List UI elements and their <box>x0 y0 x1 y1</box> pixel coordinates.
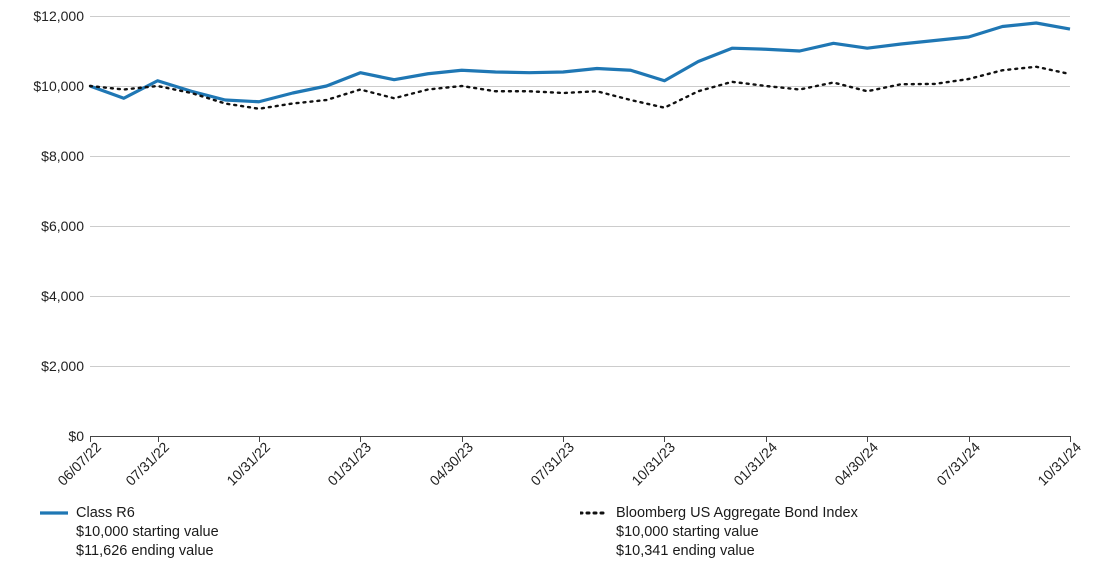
plot-region: $0$2,000$4,000$6,000$8,000$10,000$12,000… <box>90 16 1070 436</box>
y-tick-label: $4,000 <box>41 288 90 304</box>
y-tick-label: $2,000 <box>41 358 90 374</box>
legend-ending-value: $10,341 ending value <box>580 542 1080 561</box>
legend-swatch-dotted <box>580 506 608 520</box>
series-layer <box>90 16 1070 436</box>
x-tick-label: 07/31/24 <box>930 436 983 489</box>
page: $0$2,000$4,000$6,000$8,000$10,000$12,000… <box>0 0 1100 578</box>
legend-ending-value: $11,626 ending value <box>40 542 540 561</box>
growth-chart: $0$2,000$4,000$6,000$8,000$10,000$12,000… <box>20 10 1080 440</box>
x-tick-label: 07/31/22 <box>119 436 172 489</box>
x-tick-label: 07/31/23 <box>525 436 578 489</box>
legend-series-title: Bloomberg US Aggregate Bond Index <box>616 504 858 523</box>
x-tick-label: 04/30/23 <box>423 436 476 489</box>
legend-starting-value: $10,000 starting value <box>40 523 540 542</box>
x-tick-label: 10/31/22 <box>220 436 273 489</box>
series-bloomberg_agg <box>90 67 1070 109</box>
y-tick-label: $12,000 <box>33 8 90 24</box>
chart-legend: Class R6 $10,000 starting value $11,626 … <box>20 504 1080 561</box>
x-tick-label: 10/31/24 <box>1031 436 1084 489</box>
y-tick-label: $10,000 <box>33 78 90 94</box>
series-class_r6 <box>90 23 1070 102</box>
x-tick-label: 01/31/23 <box>322 436 375 489</box>
legend-series-title: Class R6 <box>76 504 135 523</box>
x-tick-label: 04/30/24 <box>829 436 882 489</box>
y-tick-label: $6,000 <box>41 218 90 234</box>
x-tick-label: 01/31/24 <box>727 436 780 489</box>
legend-row: Class R6 <box>40 504 540 523</box>
legend-swatch-solid <box>40 506 68 520</box>
legend-starting-value: $10,000 starting value <box>580 523 1080 542</box>
legend-series-2: Bloomberg US Aggregate Bond Index $10,00… <box>580 504 1080 561</box>
x-tick-label: 10/31/23 <box>626 436 679 489</box>
legend-series-1: Class R6 $10,000 starting value $11,626 … <box>40 504 540 561</box>
y-tick-label: $8,000 <box>41 148 90 164</box>
legend-row: Bloomberg US Aggregate Bond Index <box>580 504 1080 523</box>
gridline <box>90 436 1070 437</box>
